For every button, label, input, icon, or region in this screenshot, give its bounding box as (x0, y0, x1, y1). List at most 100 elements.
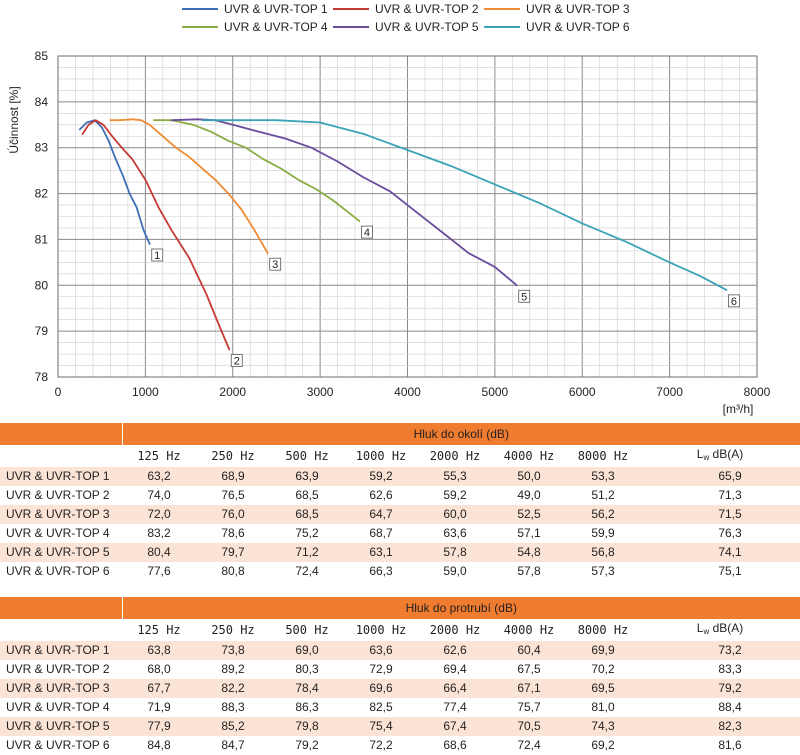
table-title-blank (0, 423, 122, 445)
header-lw: Lw dB(A) (696, 621, 744, 636)
table-row: UVR & UVR-TOP 5 77,9 85,2 79,8 75,4 67,4 70,5 7… (0, 717, 800, 736)
legend-label-3: UVR & UVR-TOP 3 (526, 2, 630, 16)
series-end-label-5: 5 (521, 291, 527, 303)
table-cell: 59,0 (443, 564, 467, 578)
table-cell: 68,5 (270, 505, 344, 524)
table-cell: 76,5 (221, 488, 245, 502)
table-cell: 70,2 (591, 662, 615, 676)
header-cell: 500 Hz (285, 448, 329, 463)
table-cell: 67,5 (517, 662, 541, 676)
header-cell: 4000 Hz (503, 622, 555, 637)
row-name: UVR & UVR-TOP 3 (0, 505, 122, 524)
table-cell: 80,4 (122, 543, 196, 562)
table-cell: 59,2 (344, 467, 418, 486)
chart-series (78, 118, 728, 351)
table-cell: 80,3 (295, 662, 319, 676)
series-end-labels: 1 2 3 4 5 6 (151, 225, 740, 367)
header-blank (0, 445, 122, 467)
legend-label-4: UVR & UVR-TOP 4 (224, 20, 328, 34)
table-cell: 72,4 (295, 564, 319, 578)
chart-axes: 0 1000 2000 3000 4000 5000 6000 7000 8000 78 79 80 8… (35, 49, 771, 399)
table-cell: 66,4 (418, 679, 492, 698)
efficiency-chart: UVR & UVR-TOP 1 UVR & UVR-TOP 2 UVR & UVR-… (6, 2, 771, 416)
x-tick-label: 6000 (569, 385, 596, 399)
series-line-6 (201, 119, 728, 291)
table-cell: 88,3 (221, 700, 245, 714)
table-cell: 79,7 (196, 543, 270, 562)
table-cell: 57,1 (517, 526, 541, 540)
table-cell: 70,5 (492, 717, 566, 736)
noise-surroundings-table: Hluk do okolí (dB) 125 Hz 250 Hz 500 Hz … (0, 423, 800, 581)
table-cell: 85,2 (196, 717, 270, 736)
series-line-3 (109, 118, 269, 255)
x-axis-label: [m³/h] (723, 402, 754, 416)
table-cell: 72,4 (517, 738, 541, 752)
series-end-box-3 (269, 257, 282, 271)
table-cell: 63,6 (344, 641, 418, 660)
header-cell: 1000 Hz (355, 622, 407, 637)
header-cell: 2000 Hz (429, 622, 481, 637)
table-cell: 84,7 (221, 738, 245, 752)
table-cell: 63,6 (443, 526, 467, 540)
table-cell: 52,5 (492, 505, 566, 524)
y-tick-label: 81 (35, 232, 49, 246)
table-row: UVR & UVR-TOP 1 63,2 68,9 63,9 59,2 55,3 50,0 5… (0, 467, 800, 486)
row-name: UVR & UVR-TOP 6 (6, 564, 110, 578)
legend-label-5: UVR & UVR-TOP 5 (375, 20, 479, 34)
header-cell: 2000 Hz (429, 448, 481, 463)
table-header-row: 125 Hz 250 Hz 500 Hz 1000 Hz 2000 Hz 400… (0, 445, 800, 467)
y-axis-label: Účinnost [%] (6, 86, 21, 153)
lw-value: 75,1 (718, 564, 742, 578)
table-cell: 60,0 (418, 505, 492, 524)
table-cell: 69,6 (344, 679, 418, 698)
table-cell: 76,0 (196, 505, 270, 524)
table-cell: 63,9 (270, 467, 344, 486)
table-title: Hluk do okolí (dB) (121, 423, 800, 445)
table-cell: 79,8 (270, 717, 344, 736)
table-cell: 89,2 (221, 662, 245, 676)
series-end-box-5 (518, 289, 531, 303)
table-cell: 57,3 (591, 564, 615, 578)
table-cell: 55,3 (418, 467, 492, 486)
table-cell: 82,2 (196, 679, 270, 698)
table-cell: 59,2 (443, 488, 467, 502)
table-cell: 60,4 (492, 641, 566, 660)
table-cell: 77,6 (147, 564, 171, 578)
y-tick-label: 82 (35, 187, 49, 201)
header-cell: 125 Hz (137, 622, 181, 637)
series-end-box-2 (230, 354, 243, 367)
table-cell: 63,1 (344, 543, 418, 562)
table-row: UVR & UVR-TOP 4 71,9 88,3 86,3 82,5 77,4 75,7 8… (0, 698, 800, 717)
lw-value: 76,3 (718, 526, 742, 540)
lw-value: 81,6 (718, 738, 742, 752)
header-cell: 1000 Hz (355, 448, 407, 463)
table-row: UVR & UVR-TOP 3 72,0 76,0 68,5 64,7 60,0 52,5 5… (0, 505, 800, 524)
header-cell: 4000 Hz (503, 448, 555, 463)
table-cell: 84,8 (147, 738, 171, 752)
table-cell: 62,6 (369, 488, 393, 502)
table-cell: 82,5 (369, 700, 393, 714)
y-tick-label: 80 (35, 278, 49, 292)
table-cell: 71,2 (270, 543, 344, 562)
table-cell: 72,9 (369, 662, 393, 676)
table-cell: 57,8 (517, 564, 541, 578)
series-line-2 (81, 119, 231, 351)
header-cell: 500 Hz (285, 622, 329, 637)
table-cell: 75,2 (295, 526, 319, 540)
table-cell: 75,7 (517, 700, 541, 714)
table-cell: 56,2 (566, 505, 640, 524)
header-cell: 125 Hz (137, 448, 181, 463)
table-cell: 69,5 (566, 679, 640, 698)
table-row: UVR & UVR-TOP 2 74,0 76,5 68,5 62,6 59,2 49,0 5… (0, 486, 800, 505)
noise-duct-table: Hluk do protrubí (dB) 125 Hz 250 Hz 500 … (0, 597, 800, 755)
series-end-label-3: 3 (272, 259, 278, 271)
x-tick-label: 3000 (307, 385, 334, 399)
table-cell: 83,2 (147, 526, 171, 540)
y-tick-label: 79 (35, 324, 49, 338)
x-tick-label: 7000 (656, 385, 683, 399)
row-name: UVR & UVR-TOP 5 (0, 543, 122, 562)
table-cell: 54,8 (492, 543, 566, 562)
row-name: UVR & UVR-TOP 6 (6, 738, 110, 752)
y-tick-label: 78 (35, 370, 49, 384)
table-cell: 57,8 (418, 543, 492, 562)
